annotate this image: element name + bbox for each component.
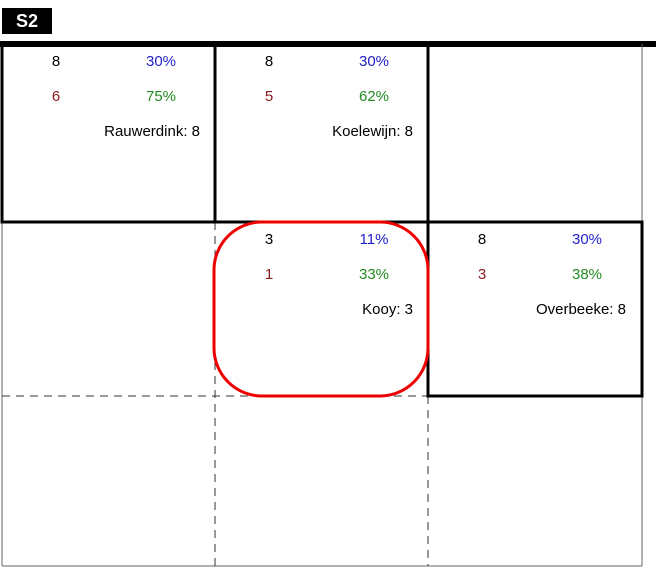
count-pct: 30%	[572, 231, 602, 248]
sub-pct: 33%	[359, 266, 389, 283]
cell-label: Koelewijn: 8	[332, 123, 413, 140]
sub-count: 6	[52, 88, 60, 105]
count: 8	[265, 53, 273, 70]
sub-count: 5	[265, 88, 273, 105]
count-pct: 30%	[146, 53, 176, 70]
count: 3	[265, 231, 273, 248]
count: 8	[478, 231, 486, 248]
sub-count: 3	[478, 266, 486, 283]
title: S2	[16, 11, 38, 31]
cell-label: Rauwerdink: 8	[104, 123, 200, 140]
sub-count: 1	[265, 266, 273, 283]
highlight	[212, 220, 430, 398]
sub-pct: 75%	[146, 88, 176, 105]
sub-pct: 62%	[359, 88, 389, 105]
count-pct: 30%	[359, 53, 389, 70]
cell-label: Overbeeke: 8	[536, 301, 626, 318]
cell-label: Kooy: 3	[362, 301, 413, 318]
count-pct: 11%	[360, 231, 389, 248]
title-badge	[2, 8, 52, 34]
sub-pct: 38%	[572, 266, 602, 283]
count: 8	[52, 53, 60, 70]
